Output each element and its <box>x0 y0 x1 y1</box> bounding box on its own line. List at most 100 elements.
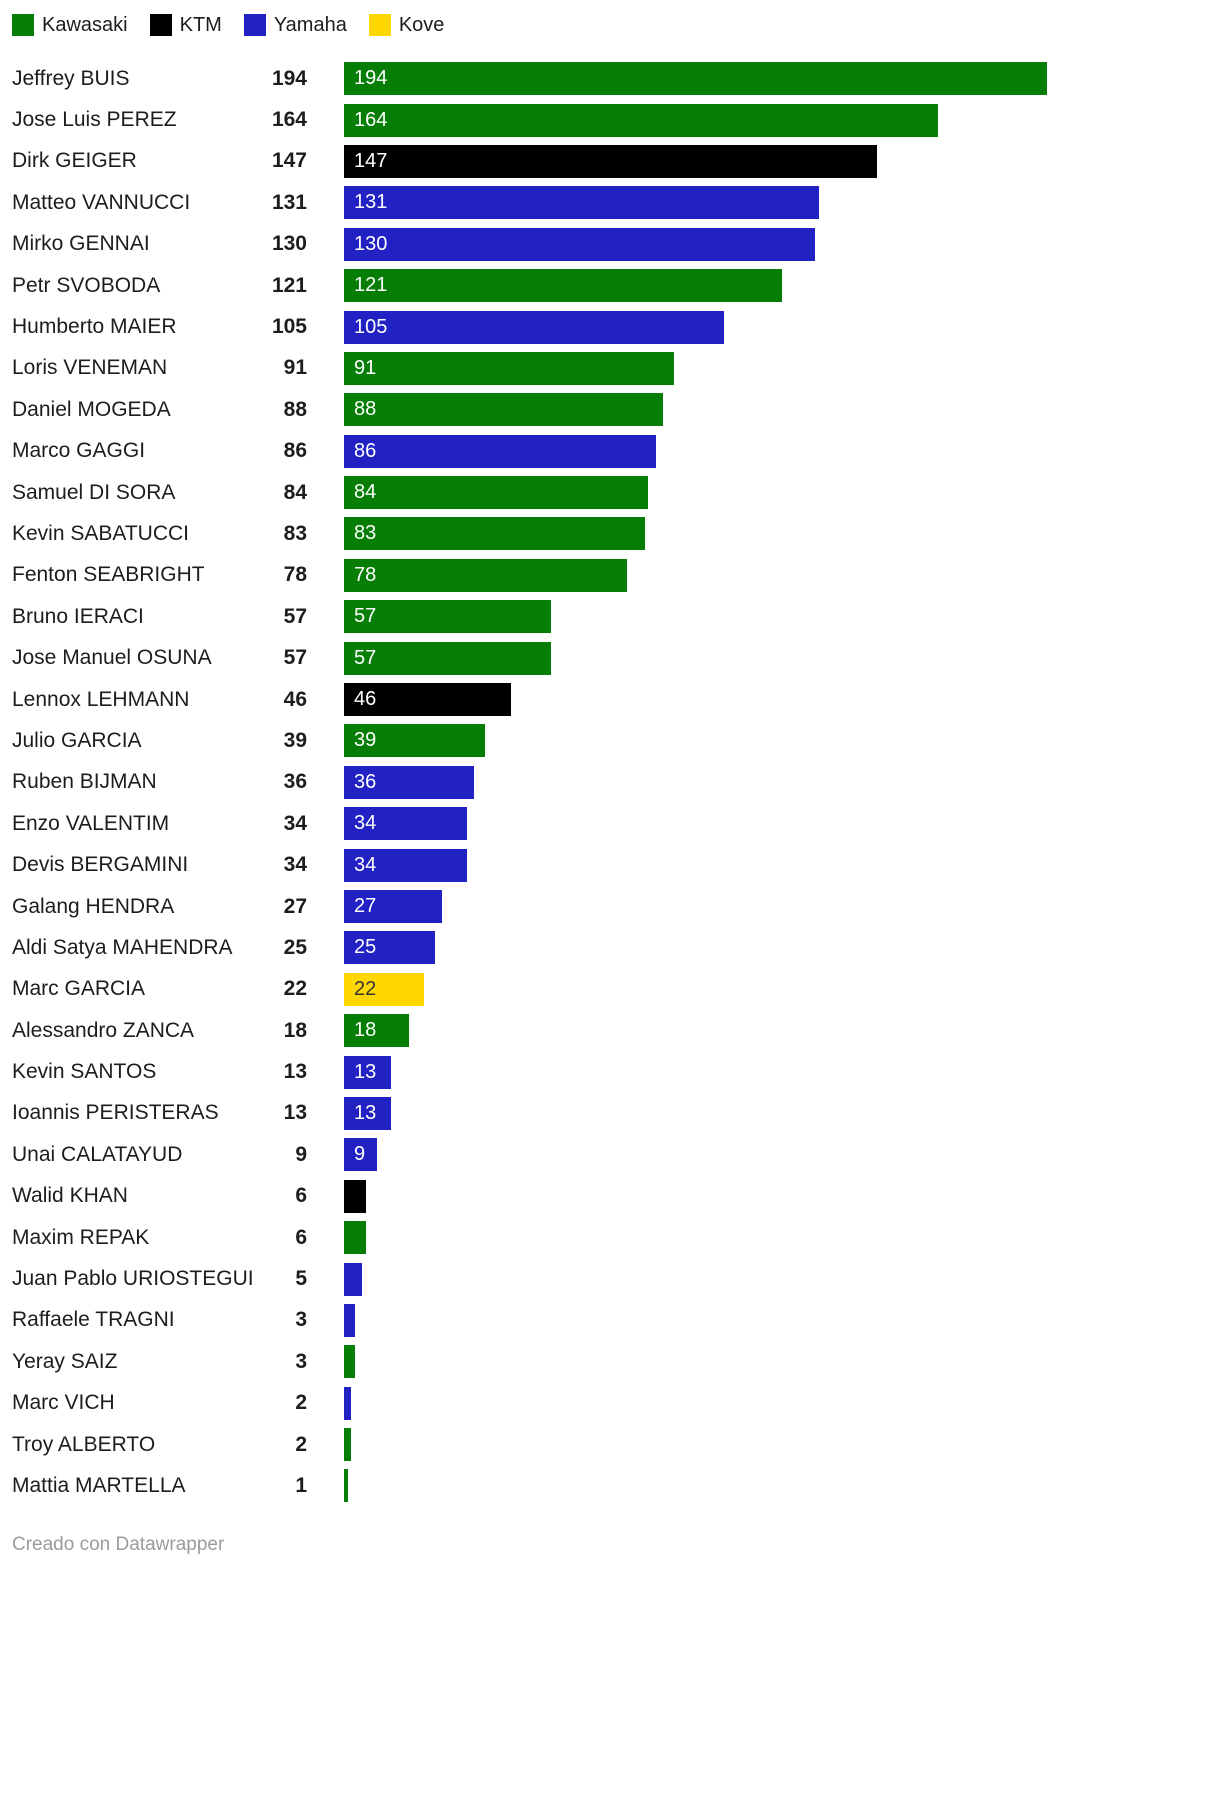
bar-area: 36 <box>344 765 1084 799</box>
points-value: 34 <box>283 811 307 835</box>
bar-value-label: 91 <box>354 356 377 379</box>
bar-kawasaki[interactable]: 121 <box>344 269 782 303</box>
legend-label: Yamaha <box>273 13 347 36</box>
rider-name: Samuel DI SORA <box>12 480 176 504</box>
table-row: Galang HENDRA 27 27 <box>0 886 1220 927</box>
bar-area: 130 <box>344 227 1084 261</box>
rider-name: Ioannis PERISTERAS <box>12 1101 219 1125</box>
bar-yamaha[interactable]: 36 <box>344 765 474 799</box>
bar-kawasaki[interactable]: 164 <box>344 103 938 137</box>
bar-yamaha[interactable]: 130 <box>344 227 815 261</box>
bar-area: 78 <box>344 558 1084 592</box>
bar-area: 57 <box>344 641 1084 675</box>
points-value: 6 <box>295 1184 307 1208</box>
bar-yamaha[interactable]: 25 <box>344 931 435 965</box>
bar-value-label: 13 <box>354 1060 377 1083</box>
table-row: Ioannis PERISTERAS 13 13 <box>0 1093 1220 1134</box>
bar-kawasaki[interactable]: 84 <box>344 476 648 510</box>
bar-kawasaki[interactable] <box>344 1428 351 1462</box>
bar-kawasaki[interactable]: 78 <box>344 558 627 592</box>
points-value: 131 <box>271 190 307 214</box>
bar-area: 88 <box>344 393 1084 427</box>
bar-area: 83 <box>344 517 1084 551</box>
rider-name: Fenton SEABRIGHT <box>12 563 205 587</box>
bar-yamaha[interactable]: 86 <box>344 434 656 468</box>
rider-name: Unai CALATAYUD <box>12 1142 183 1166</box>
bar-yamaha[interactable]: 13 <box>344 1096 391 1130</box>
bar-kawasaki[interactable]: 57 <box>344 600 551 634</box>
bar-kawasaki[interactable] <box>344 1345 355 1379</box>
rider-name: Raffaele TRAGNI <box>12 1308 175 1332</box>
bar-value-label: 194 <box>354 67 388 90</box>
bar-yamaha[interactable]: 131 <box>344 186 819 220</box>
points-value: 36 <box>283 770 307 794</box>
bar-yamaha[interactable] <box>344 1386 351 1420</box>
bar-area <box>344 1262 1084 1296</box>
rider-name: Kevin SANTOS <box>12 1060 157 1084</box>
bar-area: 194 <box>344 62 1084 96</box>
bar-value-label: 46 <box>354 688 377 711</box>
bar-value-label: 25 <box>354 936 377 959</box>
legend-label: Kove <box>398 13 445 36</box>
points-value: 27 <box>283 894 307 918</box>
points-value: 18 <box>283 1018 307 1042</box>
bar-kawasaki[interactable]: 91 <box>344 351 674 385</box>
bar-kawasaki[interactable] <box>344 1221 366 1255</box>
points-value: 78 <box>283 563 307 587</box>
points-value: 13 <box>283 1060 307 1084</box>
bar-kawasaki[interactable]: 39 <box>344 724 485 758</box>
legend-swatch-icon <box>149 14 172 36</box>
points-value: 46 <box>283 687 307 711</box>
table-row: Juan Pablo URIOSTEGUI 5 <box>0 1258 1220 1299</box>
bar-yamaha[interactable]: 34 <box>344 807 467 841</box>
bar-kawasaki[interactable] <box>344 1469 348 1503</box>
bar-area <box>344 1303 1084 1337</box>
legend-item-kove: Kove <box>368 13 445 37</box>
table-row: Kevin SABATUCCI 83 83 <box>0 513 1220 554</box>
legend-swatch-icon <box>243 14 266 36</box>
bar-kawasaki[interactable]: 88 <box>344 393 663 427</box>
bar-value-label: 78 <box>354 563 377 586</box>
bar-yamaha[interactable]: 34 <box>344 848 467 882</box>
rider-name: Jose Luis PEREZ <box>12 108 177 132</box>
bar-value-label: 86 <box>354 439 377 462</box>
bar-kawasaki[interactable]: 83 <box>344 517 645 551</box>
rider-name: Petr SVOBODA <box>12 273 161 297</box>
rider-name: Aldi Satya MAHENDRA <box>12 935 233 959</box>
points-value: 57 <box>283 646 307 670</box>
bar-yamaha[interactable]: 13 <box>344 1055 391 1089</box>
rider-name: Jeffrey BUIS <box>12 66 130 90</box>
bar-kawasaki[interactable]: 194 <box>344 62 1047 96</box>
bar-ktm[interactable] <box>344 1179 366 1213</box>
points-value: 105 <box>271 315 307 339</box>
bar-value-label: 34 <box>354 853 377 876</box>
rider-name: Daniel MOGEDA <box>12 397 171 421</box>
table-row: Marco GAGGI 86 86 <box>0 431 1220 472</box>
bar-ktm[interactable]: 147 <box>344 144 877 178</box>
bar-yamaha[interactable]: 9 <box>344 1138 377 1172</box>
bar-yamaha[interactable]: 27 <box>344 890 442 923</box>
bar-area: 86 <box>344 434 1084 468</box>
bar-value-label: 131 <box>354 191 388 214</box>
bar-value-label: 164 <box>354 108 388 131</box>
bar-yamaha[interactable] <box>344 1262 362 1296</box>
rider-name: Lennox LEHMANN <box>12 687 190 711</box>
bar-kawasaki[interactable]: 18 <box>344 1014 409 1048</box>
rider-name: Bruno IERACI <box>12 604 144 628</box>
table-row: Raffaele TRAGNI 3 <box>0 1300 1220 1341</box>
bar-kove[interactable]: 22 <box>344 972 424 1006</box>
footer-credit: Creado con Datawrapper <box>12 1534 225 1555</box>
bar-area: 84 <box>344 476 1084 510</box>
bar-kawasaki[interactable]: 57 <box>344 641 551 675</box>
bar-yamaha[interactable] <box>344 1303 355 1337</box>
bar-yamaha[interactable]: 105 <box>344 310 724 344</box>
table-row: Fenton SEABRIGHT 78 78 <box>0 555 1220 596</box>
bar-ktm[interactable]: 46 <box>344 683 511 717</box>
table-row: Dirk GEIGER 147 147 <box>0 141 1220 182</box>
table-row: Troy ALBERTO 2 <box>0 1424 1220 1465</box>
legend-item-kawasaki: Kawasaki <box>12 14 128 37</box>
rider-name: Walid KHAN <box>12 1184 128 1208</box>
bar-area <box>344 1469 1084 1503</box>
points-value: 3 <box>295 1308 307 1332</box>
legend-swatch-icon <box>368 14 391 36</box>
